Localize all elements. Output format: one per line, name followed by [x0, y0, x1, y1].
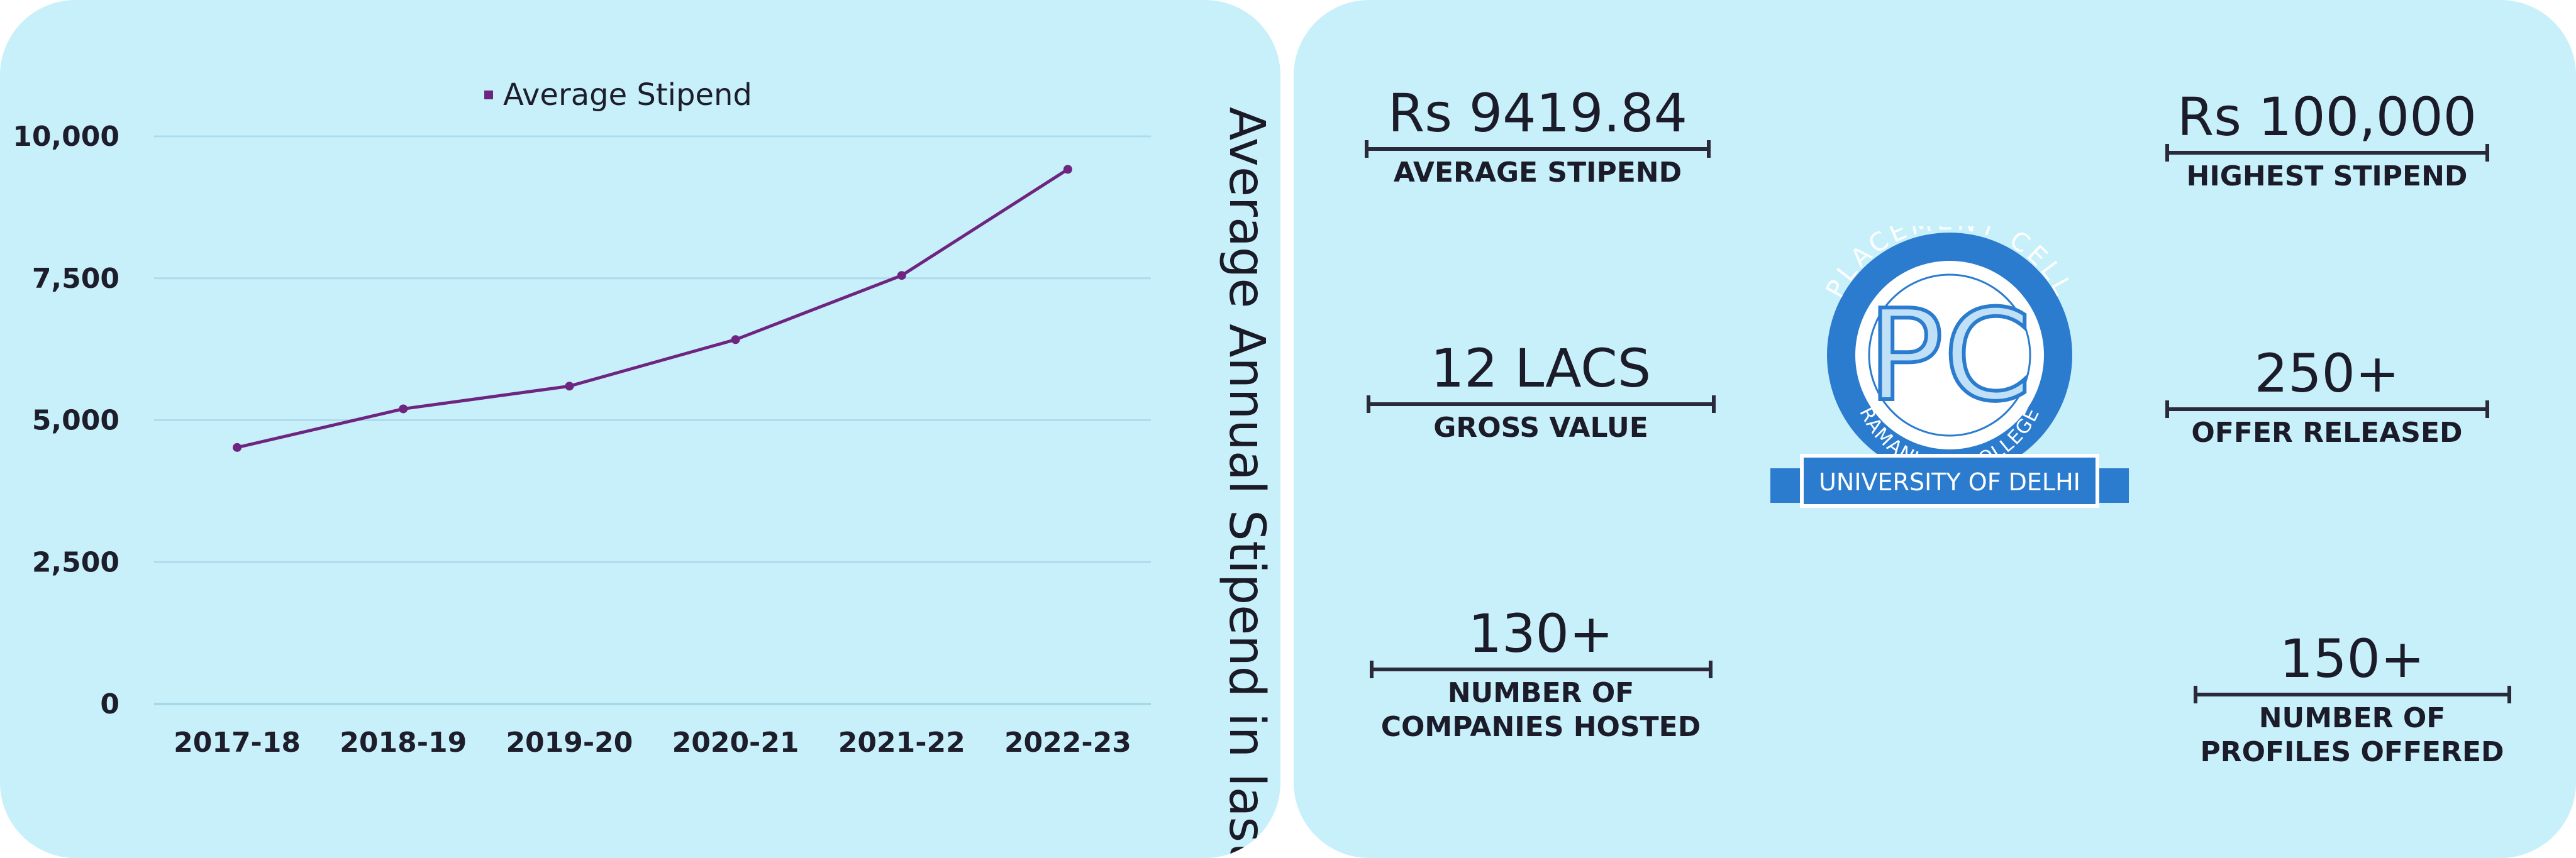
series-line: [236, 168, 1069, 449]
data-point: [233, 443, 242, 452]
x-tick-label: 2018-19: [340, 727, 467, 759]
stat-gross-value: 12 LACS GROSS VALUE: [1365, 338, 1717, 445]
legend-marker: [484, 91, 493, 99]
stat-offer-released: 250+ OFFER RELEASED: [2163, 343, 2490, 450]
chart-title: Average Annual Stipend in last 6 years: [1218, 107, 1275, 858]
stat-highest-stipend: Rs 100,000 HIGHEST STIPEND: [2163, 87, 2490, 194]
y-tick-label: 7,500: [32, 263, 119, 295]
data-point: [565, 382, 574, 391]
stat-divider: [1366, 395, 1716, 413]
logo-banner: [1800, 454, 2099, 508]
y-tick-label: 0: [100, 688, 119, 720]
stat-divider: [2165, 400, 2489, 418]
stat-label: HIGHEST STIPEND: [2186, 160, 2468, 192]
stat-label: NUMBER OF PROFILES OFFERED: [2200, 702, 2504, 768]
x-tick-label: 2021-22: [838, 727, 965, 759]
x-tick-label: 2019-20: [506, 727, 633, 759]
stat-divider: [2165, 144, 2489, 162]
y-tick-label: 5,000: [32, 405, 119, 437]
stat-average-stipend: Rs 9419.84 AVERAGE STIPEND: [1362, 83, 1714, 190]
stat-divider: [1369, 661, 1713, 678]
line-chart: 0 2,500 5,000 7,500 10,000 2017-18 2018-19 2019…: [13, 77, 1151, 759]
y-tick-label: 2,500: [32, 546, 119, 578]
stat-divider: [2193, 686, 2511, 703]
legend-label: Average Stipend: [503, 77, 752, 113]
logo-inner-circle: [1868, 273, 2031, 437]
x-tick-label: 2020-21: [672, 727, 799, 759]
stat-label: AVERAGE STIPEND: [1393, 157, 1682, 189]
stat-value: Rs 9419.84: [1387, 82, 1688, 144]
stat-divider: [1365, 140, 1711, 158]
logo-initials: PC: [1868, 283, 2031, 429]
placement-cell-logo: PLACEMENT CELL RAMANUJAN COLLEGE PC UNIV…: [1770, 226, 2129, 508]
stat-companies-hosted: 130+ NUMBER OF COMPANIES HOSTED: [1352, 603, 1729, 744]
data-point: [897, 271, 906, 280]
data-point: [731, 335, 740, 344]
x-tick-label: 2017-18: [174, 727, 301, 759]
stat-label: GROSS VALUE: [1433, 412, 1648, 444]
chart-panel: 0 2,500 5,000 7,500 10,000 2017-18 2018-19 2019…: [0, 0, 1280, 858]
data-point: [399, 404, 408, 414]
stat-value: 150+: [2279, 628, 2425, 690]
y-tick-label: 10,000: [13, 121, 119, 153]
data-point: [1063, 165, 1072, 174]
logo-banner-text: UNIVERSITY OF DELHI: [1819, 468, 2080, 496]
stat-label: OFFER RELEASED: [2191, 417, 2463, 449]
stat-value: Rs 100,000: [2177, 86, 2477, 148]
stat-profiles-offered: 150+ NUMBER OF PROFILES OFFERED: [2176, 629, 2528, 769]
stat-value: 250+: [2254, 343, 2400, 404]
stat-value: 130+: [1468, 603, 1614, 664]
stat-value: 12 LACS: [1430, 338, 1652, 399]
stat-label: NUMBER OF COMPANIES HOSTED: [1380, 677, 1701, 743]
x-tick-label: 2022-23: [1004, 727, 1131, 759]
